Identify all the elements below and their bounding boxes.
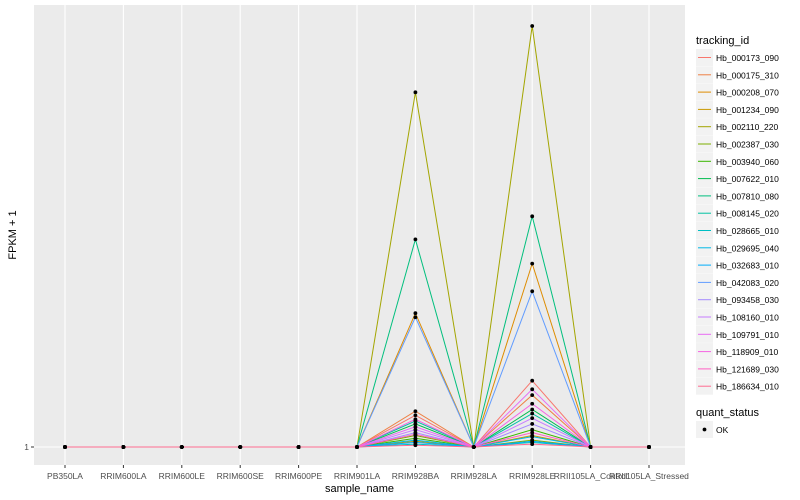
legend-label: Hb_003940_060 [716, 157, 779, 167]
data-point [413, 443, 418, 448]
y-axis-title: FPKM + 1 [7, 210, 19, 259]
x-tick-label: RRIM928BA [392, 471, 440, 481]
x-axis-title: sample_name [325, 483, 394, 495]
legend-label: Hb_118909_010 [716, 347, 779, 357]
y-axis: 1 [24, 442, 34, 452]
data-point [530, 430, 535, 435]
data-point [413, 315, 418, 320]
legend2-title: quant_status [696, 407, 759, 419]
data-point [530, 214, 535, 219]
legend-label: Hb_002387_030 [716, 140, 779, 150]
data-point [530, 289, 535, 294]
legend2-label: OK [716, 425, 729, 435]
x-tick-label: RRII105LA_Control [554, 471, 628, 481]
data-point [413, 237, 418, 242]
data-point [588, 445, 593, 449]
legend-label: Hb_032683_010 [716, 261, 779, 271]
data-point [413, 409, 418, 414]
data-point [530, 416, 535, 421]
data-point [530, 261, 535, 266]
data-point [530, 411, 535, 416]
panel-background [34, 5, 685, 465]
data-point [530, 387, 535, 392]
legend-label: Hb_186634_010 [716, 382, 779, 392]
data-point [530, 24, 535, 28]
data-point [530, 422, 535, 426]
legend-label: Hb_008145_020 [716, 209, 779, 219]
legend-label: Hb_108160_010 [716, 313, 779, 323]
data-point [530, 401, 535, 406]
data-point [63, 445, 67, 449]
data-point [530, 434, 535, 439]
data-point [413, 311, 418, 316]
x-tick-label: RRIM600LA [100, 471, 147, 481]
legend-label: Hb_028665_010 [716, 226, 779, 236]
data-point [413, 432, 418, 437]
legend2-point [702, 427, 707, 432]
data-point [530, 439, 535, 444]
legend-label: Hb_093458_030 [716, 295, 779, 305]
data-point [413, 413, 418, 418]
data-point [530, 378, 535, 383]
data-point [413, 417, 418, 422]
legend-title: tracking_id [696, 35, 749, 47]
x-tick-label: RRII105LA_Stressed [609, 471, 689, 481]
x-tick-label: RRIM928LA [451, 471, 498, 481]
x-tick-label: PB350LA [47, 471, 83, 481]
legend-label: Hb_042083_020 [716, 278, 779, 288]
data-point [355, 445, 359, 449]
data-point [471, 445, 476, 449]
data-point [179, 445, 184, 449]
data-point [413, 90, 418, 95]
y-tick-label: 1 [24, 442, 29, 452]
legend-label: Hb_002110_220 [716, 122, 779, 132]
x-tick-label: RRIM600SE [217, 471, 265, 481]
legend-label: Hb_000208_070 [716, 88, 779, 98]
x-axis: PB350LA RRIM600LA RRIM600LE RRIM600SE RRIM60… [47, 465, 689, 481]
x-tick-label: RRIM928LE [509, 471, 556, 481]
data-point [296, 445, 301, 449]
legend-label: Hb_109791_010 [716, 330, 779, 340]
legend: tracking_id Hb_000173_090 Hb_000175_310 Hb_… [696, 35, 779, 438]
x-tick-label: RRIM600LE [159, 471, 206, 481]
legend-label: Hb_000173_090 [716, 53, 779, 63]
legend-label: Hb_000175_310 [716, 70, 779, 80]
data-point [413, 427, 418, 432]
data-point [530, 442, 535, 447]
data-point [647, 445, 651, 449]
data-points [63, 24, 651, 449]
x-tick-label: RRIM600PE [275, 471, 323, 481]
data-point [413, 424, 418, 429]
data-point [530, 407, 535, 412]
x-tick-label: RRIM901LA [334, 471, 381, 481]
data-point [413, 440, 418, 445]
legend-label: Hb_007622_010 [716, 174, 779, 184]
data-point [530, 393, 535, 397]
legend-label: Hb_121689_030 [716, 364, 779, 374]
legend-label: Hb_007810_080 [716, 191, 779, 201]
data-point [413, 422, 418, 426]
data-point [238, 445, 243, 449]
legend-label: Hb_029695_040 [716, 243, 779, 253]
legend-label: Hb_001234_090 [716, 105, 779, 115]
data-point [530, 427, 535, 432]
data-point [121, 445, 126, 449]
